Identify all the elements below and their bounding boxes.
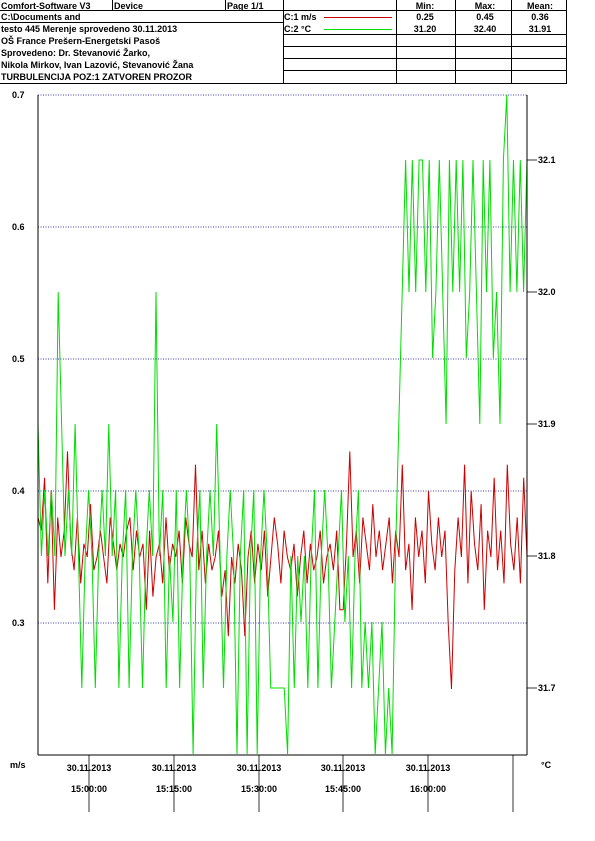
x-tick-time: 16:00:00 <box>410 784 446 794</box>
channel-1-legend-line <box>324 17 392 18</box>
report-header: Comfort-Software V3 Device Page 1/1 C:\D… <box>0 0 567 84</box>
header-divider <box>112 0 113 10</box>
left-tick-label: 0.5 <box>12 354 25 364</box>
channel-1-min: 0.25 <box>416 12 434 22</box>
header-line-path: C:\Documents and <box>1 12 81 22</box>
header-line-names: Nikola Mirkov, Ivan Lazović, Stevanović … <box>1 60 194 70</box>
x-tick-date: 30.11.2013 <box>67 763 112 773</box>
left-tick-label: 0.6 <box>12 222 25 232</box>
left-axis-unit: m/s <box>10 760 26 770</box>
header-divider <box>566 0 567 84</box>
header-line-school: OŠ France Prešern-Energetski Pasoš <box>1 36 161 46</box>
right-tick-label: 31.7 <box>538 683 556 693</box>
right-tick-label: 32.0 <box>538 287 556 297</box>
header-divider <box>283 0 284 84</box>
header-rule <box>283 46 567 47</box>
channel-1-label: C:1 m/s <box>284 12 317 22</box>
x-tick-date: 30.11.2013 <box>152 763 197 773</box>
stat-header-min: Min: <box>415 1 435 11</box>
right-tick-label: 31.8 <box>538 551 556 561</box>
device-label: Device <box>114 1 144 11</box>
x-tick-time: 15:30:00 <box>241 784 277 794</box>
right-axis-unit: °C <box>541 760 552 770</box>
left-tick-label: 0.4 <box>12 486 25 496</box>
page-indicator: Page 1/1 <box>227 1 264 11</box>
header-line-conducted: Sprovedeno: Dr. Stevanović Žarko, <box>1 48 151 58</box>
header-divider <box>511 0 512 84</box>
header-divider <box>396 0 397 84</box>
channel-2-max: 32.40 <box>473 24 497 34</box>
left-tick-label: 0.7 <box>12 90 25 100</box>
x-tick-date: 30.11.2013 <box>237 763 282 773</box>
header-divider <box>455 0 456 84</box>
channel-2-min: 31.20 <box>413 24 437 34</box>
right-tick-label: 31.9 <box>538 419 556 429</box>
x-tick-date: 30.11.2013 <box>406 763 451 773</box>
series-line-velocity <box>37 451 528 690</box>
stat-header-max: Max: <box>474 1 496 11</box>
channel-2-mean: 31.91 <box>528 24 552 34</box>
header-divider <box>225 0 226 10</box>
turbulence-chart: 0.7 0.6 0.5 0.4 0.3 32.1 32.0 31.9 31.8 31.7 m/s °C… <box>10 90 556 812</box>
stat-header-mean: Mean: <box>526 1 553 11</box>
software-name: Comfort-Software V3 <box>1 1 91 11</box>
x-tick-time: 15:15:00 <box>156 784 192 794</box>
right-tick-label: 32.1 <box>538 155 556 165</box>
channel-1-mean: 0.36 <box>531 12 549 22</box>
channel-1-max: 0.45 <box>476 12 494 22</box>
x-tick-time: 15:00:00 <box>71 784 107 794</box>
channel-2-label: C:2 °C <box>284 24 312 34</box>
header-rule <box>283 58 567 59</box>
series-line-temperature <box>37 94 528 755</box>
header-rule <box>283 34 567 35</box>
header-rule <box>0 22 283 23</box>
x-tick-date: 30.11.2013 <box>321 763 366 773</box>
header-rule <box>283 70 567 71</box>
header-line-title: TURBULENCIJA POZ:1 ZATVOREN PROZOR <box>1 72 193 82</box>
x-tick-time: 15:45:00 <box>325 784 361 794</box>
channel-2-legend-line <box>324 29 392 30</box>
header-line-measurement: testo 445 Merenje sprovedeno 30.11.2013 <box>1 24 178 34</box>
left-tick-label: 0.3 <box>12 618 25 628</box>
